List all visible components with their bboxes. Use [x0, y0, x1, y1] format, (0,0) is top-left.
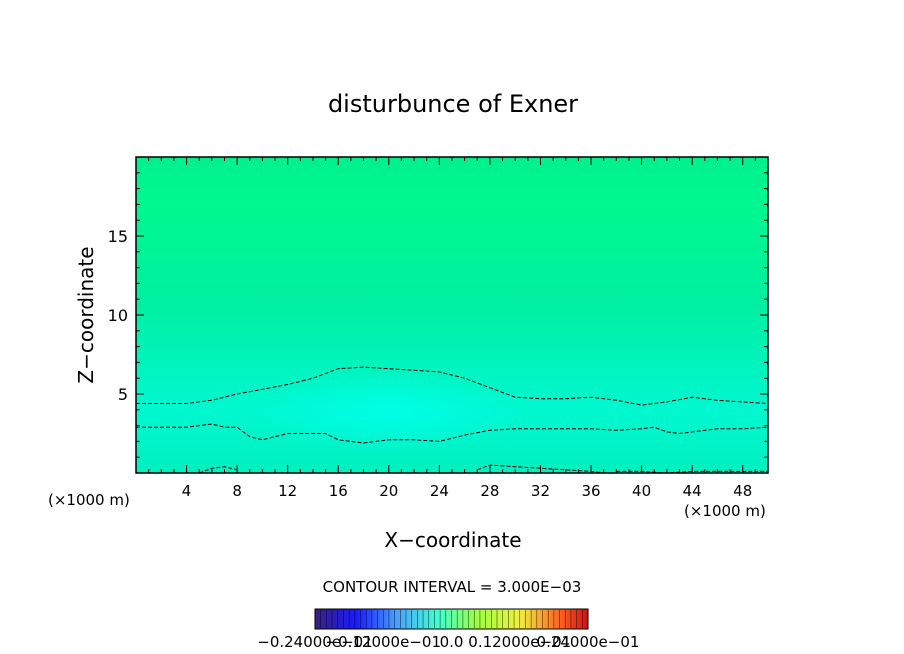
colorbar-labels: −0.24000e−01−0.12000e−010.0 0.12000e−010.… — [257, 633, 639, 651]
colorbar-label: −0.12000e−01 — [326, 633, 441, 651]
contour-line-2 — [199, 466, 238, 473]
x-tick-label: 20 — [379, 482, 398, 500]
x-tick-label: 16 — [329, 482, 348, 500]
x-tick-label: 4 — [182, 482, 192, 500]
y-tick-label: 5 — [118, 385, 128, 404]
x-unit-left: (×1000 m) — [48, 491, 130, 509]
y-axis-ticks: 5 10 15 — [108, 172, 768, 458]
x-tick-label: 36 — [581, 482, 600, 500]
colorbar-label: 0.24000e−01 — [537, 633, 640, 651]
x-tick-label: 44 — [683, 482, 702, 500]
y-tick-label: 10 — [108, 306, 128, 325]
x-tick-label: 12 — [278, 482, 297, 500]
x-tick-label: 32 — [531, 482, 550, 500]
x-unit-right: (×1000 m) — [684, 502, 766, 520]
y-tick-label: 15 — [108, 227, 128, 246]
contour-interval-text: CONTOUR INTERVAL = 3.000E−03 — [323, 578, 582, 596]
colorbar-label: 0.12000e−01 — [468, 633, 571, 651]
x-tick-label: 24 — [430, 482, 449, 500]
chart-title: disturbunce of Exner — [328, 90, 578, 118]
contour-line-1 — [136, 423, 768, 444]
x-tick-label: 48 — [733, 482, 752, 500]
contour-line-0 — [136, 366, 768, 406]
field-highlight — [255, 372, 525, 452]
x-axis-ticks: 4 8 12 16 20 24 28 32 36 40 44 48 — [148, 157, 756, 500]
x-axis-label: X−coordinate — [384, 528, 521, 552]
colorbar-label: 0.0 — [440, 633, 464, 651]
x-tick-label: 8 — [232, 482, 242, 500]
x-tick-label: 28 — [480, 482, 499, 500]
colorbar-stripes — [320, 610, 583, 628]
y-axis-label: Z−coordinate — [74, 246, 98, 383]
x-tick-label: 40 — [632, 482, 651, 500]
colorbar-label: −0.24000e−01 — [257, 633, 372, 651]
